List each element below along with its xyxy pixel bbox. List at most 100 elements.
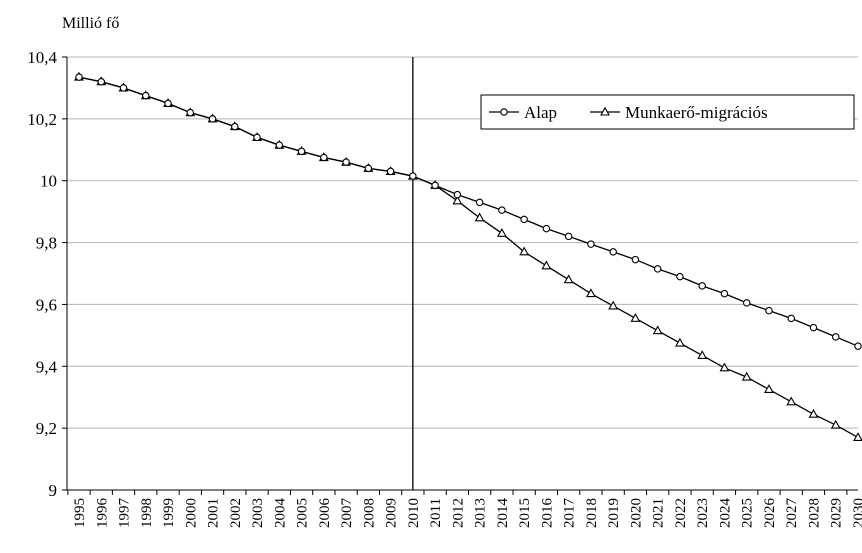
data-point-triangle — [541, 260, 552, 270]
y-tick-label: 10 — [40, 172, 57, 191]
data-point-circle — [119, 84, 128, 92]
y-axis-unit-label: Millió fő — [62, 15, 119, 32]
x-tick-label: 2010 — [406, 498, 422, 528]
x-tick-label: 2017 — [562, 498, 578, 529]
y-tick-label: 9,2 — [36, 419, 57, 438]
y-tick-label: 9,8 — [36, 234, 57, 253]
data-point-circle — [253, 133, 261, 142]
data-point-circle — [453, 190, 462, 199]
data-point-circle — [564, 232, 573, 241]
data-point-triangle — [652, 325, 663, 335]
data-point-triangle — [496, 227, 507, 237]
data-point-circle — [142, 91, 150, 100]
x-tick-label: 2029 — [829, 498, 845, 528]
data-point-circle — [97, 77, 106, 86]
legend: Alap Munkaerő-migrációs — [480, 94, 855, 130]
y-tick-label: 9,6 — [36, 295, 57, 314]
x-tick-label: 1996 — [94, 498, 110, 529]
series-group — [74, 71, 862, 441]
data-point-triangle — [697, 350, 708, 360]
data-point-circle — [809, 323, 818, 332]
data-point-circle — [164, 99, 172, 108]
data-point-triangle — [474, 212, 485, 222]
x-tick-label: 2027 — [784, 498, 800, 529]
data-point-circle — [765, 306, 773, 315]
y-tick-label: 9,4 — [36, 357, 58, 376]
x-tick-label: 2003 — [250, 498, 266, 528]
x-tick-label: 2028 — [806, 498, 822, 528]
x-tick-label: 2007 — [339, 498, 355, 529]
x-tick-label: 2015 — [517, 498, 533, 528]
data-point-circle — [676, 272, 684, 281]
data-point-triangle — [719, 362, 730, 372]
gridlines — [67, 56, 858, 429]
x-tick-label: 1998 — [139, 498, 155, 528]
axes — [62, 56, 858, 495]
x-tick-label: 2008 — [361, 498, 377, 528]
x-tick-label: 2023 — [695, 498, 711, 528]
x-tick-label: 2004 — [272, 498, 288, 529]
x-tick-label: 2019 — [606, 498, 622, 528]
data-point-circle — [386, 167, 395, 176]
data-point-triangle — [786, 396, 797, 406]
legend-marker-circle — [500, 108, 508, 116]
x-tick-label: 1997 — [117, 498, 133, 529]
data-point-circle — [698, 282, 706, 290]
x-tick-label: 2000 — [183, 498, 199, 528]
x-tick-label: 2016 — [539, 498, 555, 529]
data-point-triangle — [585, 288, 596, 298]
data-point-circle — [520, 215, 528, 224]
data-point-circle — [720, 289, 729, 298]
data-point-circle — [409, 172, 417, 180]
data-point-circle — [587, 240, 595, 248]
data-point-circle — [75, 73, 83, 81]
data-point-triangle — [452, 195, 463, 205]
x-tick-label: 2020 — [628, 498, 644, 528]
data-point-circle — [831, 333, 840, 341]
y-tick-label: 10,4 — [27, 48, 57, 67]
data-point-circle — [542, 224, 551, 233]
data-point-triangle — [741, 371, 752, 381]
data-point-circle — [475, 198, 484, 207]
data-point-circle — [364, 164, 373, 173]
data-point-triangle — [519, 246, 530, 256]
x-tick-label: 2002 — [228, 498, 244, 528]
legend-label-munkaero: Munkaerő-migrációs — [625, 103, 768, 122]
data-point-circle — [186, 108, 195, 117]
legend-marker-triangle — [600, 106, 610, 116]
data-point-triangle — [630, 313, 641, 322]
x-tick-label: 2030 — [851, 498, 862, 528]
data-point-circle — [297, 147, 306, 156]
y-tick-label: 9 — [49, 481, 58, 500]
data-point-triangle — [608, 300, 619, 310]
data-point-circle — [609, 248, 617, 256]
data-point-circle — [854, 342, 862, 350]
data-point-circle — [275, 141, 284, 149]
data-point-circle — [787, 314, 795, 323]
legend-box — [480, 94, 855, 130]
x-tick-label: 1999 — [161, 498, 177, 528]
data-point-circle — [208, 115, 217, 123]
data-point-circle — [431, 181, 439, 190]
x-tick-label: 2022 — [673, 498, 689, 528]
x-tick-label: 2014 — [495, 498, 511, 528]
data-point-circle — [653, 265, 662, 273]
data-point-triangle — [830, 419, 841, 429]
data-point-circle — [320, 153, 328, 162]
x-tick-label: 2009 — [384, 498, 400, 528]
data-point-circle — [342, 158, 350, 166]
x-tick-label: 2006 — [317, 498, 333, 529]
x-tick-label: 2026 — [762, 498, 778, 529]
data-point-triangle — [853, 432, 862, 441]
y-tick-label: 10,2 — [27, 110, 57, 129]
data-point-triangle — [563, 274, 574, 284]
x-tick-labels: 1995 1996 1997 1998 1999 2000 2001 2002 2003 2004… — [72, 498, 862, 529]
legend-label-alap: Alap — [524, 103, 557, 122]
data-point-circle — [498, 206, 506, 214]
x-tick-label: 2012 — [450, 498, 466, 528]
x-tick-label: 2018 — [584, 498, 600, 528]
x-tick-label: 1995 — [72, 498, 88, 528]
data-point-triangle — [764, 384, 774, 394]
x-tick-label: 2021 — [651, 498, 667, 528]
